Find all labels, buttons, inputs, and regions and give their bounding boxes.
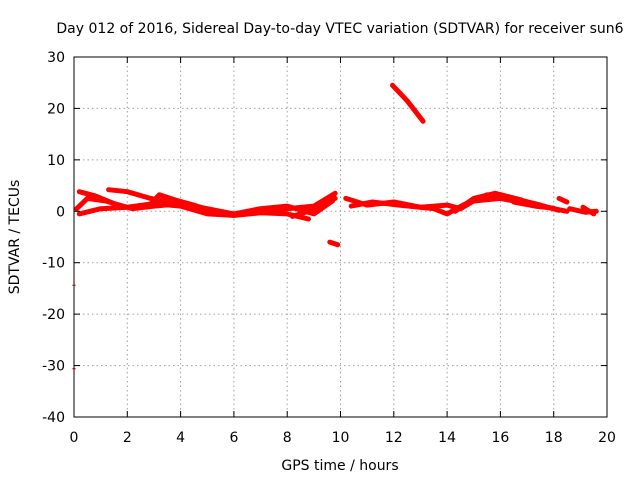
chart-title: Day 012 of 2016, Sidereal Day-to-day VTE… bbox=[56, 21, 623, 37]
y-tick-label: -10 bbox=[42, 256, 65, 272]
y-tick-label: 20 bbox=[47, 101, 65, 117]
y-tick-label: -20 bbox=[42, 307, 65, 323]
y-axis-ticks: 30 20 10 0 -10 -20 -30 -40 bbox=[42, 50, 607, 426]
series-track-11 bbox=[511, 199, 557, 211]
x-tick-label: 12 bbox=[385, 430, 403, 446]
y-tick-label: -30 bbox=[42, 359, 65, 375]
series-track-12 bbox=[556, 195, 570, 205]
x-axis-ticks: 0 2 4 6 8 10 12 14 16 18 20 bbox=[70, 57, 616, 446]
x-tick-label: 18 bbox=[545, 430, 563, 446]
series-track-6 bbox=[290, 195, 338, 219]
x-tick-label: 20 bbox=[598, 430, 616, 446]
x-tick-label: 8 bbox=[283, 430, 292, 446]
y-tick-label: -40 bbox=[42, 410, 65, 426]
series-track-5 bbox=[146, 192, 311, 222]
x-tick-label: 2 bbox=[123, 430, 132, 446]
y-tick-label: 10 bbox=[47, 153, 65, 169]
gridlines bbox=[74, 57, 607, 417]
x-tick-label: 0 bbox=[70, 430, 79, 446]
series-track-14 bbox=[580, 204, 597, 217]
x-tick-label: 10 bbox=[332, 430, 350, 446]
x-axis-label: GPS time / hours bbox=[281, 458, 398, 474]
x-tick-label: 6 bbox=[229, 430, 238, 446]
series-track-4 bbox=[74, 195, 125, 212]
series-track-10 bbox=[452, 190, 525, 214]
y-tick-label: 0 bbox=[56, 204, 65, 220]
y-tick-label: 30 bbox=[47, 50, 65, 66]
series-track-15 bbox=[390, 82, 426, 124]
series-track-7 bbox=[327, 239, 341, 248]
x-tick-label: 4 bbox=[176, 430, 185, 446]
y-axis-label: SDTVAR / TECUs bbox=[7, 180, 23, 295]
data-series bbox=[72, 82, 599, 370]
x-tick-label: 16 bbox=[491, 430, 509, 446]
x-tick-label: 14 bbox=[438, 430, 456, 446]
